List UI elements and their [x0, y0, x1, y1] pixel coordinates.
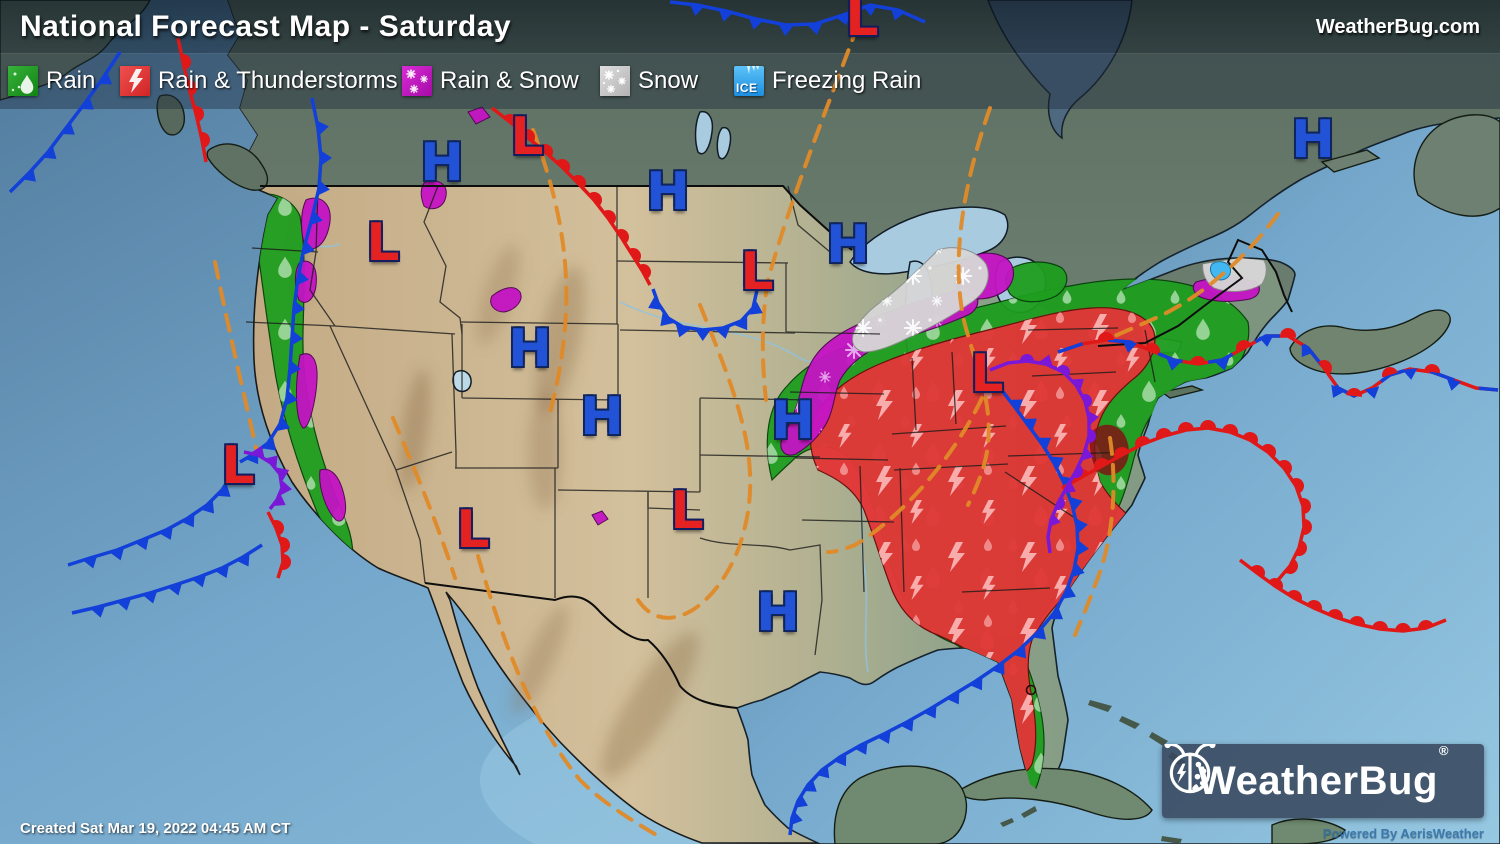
page-title: National Forecast Map - Saturday — [20, 10, 512, 43]
thunderstorm-icon — [120, 66, 150, 96]
rain-snow-icon — [402, 66, 432, 96]
ladybug-icon — [1164, 744, 1216, 794]
logo-text: WeatherBug® — [1198, 742, 1449, 803]
legend-label: Freezing Rain — [772, 67, 922, 94]
site-link[interactable]: WeatherBug.com — [1315, 16, 1480, 38]
legend-item-rain-snow: Rain & Snow — [402, 64, 579, 98]
legend-label: Rain — [46, 67, 96, 94]
ice-badge: ICE — [736, 81, 758, 95]
freezing-rain-icon: ICE — [734, 66, 764, 96]
legend-item-freezing-rain: ICE Freezing Rain — [734, 64, 921, 98]
legend-label: Rain & Thunderstorms — [158, 67, 398, 94]
weatherbug-logo[interactable]: WeatherBug® — [1162, 742, 1484, 818]
rain-icon — [8, 66, 38, 96]
created-timestamp: Created Sat Mar 19, 2022 04:45 AM CT — [20, 820, 291, 837]
legend-item-snow: Snow — [600, 64, 698, 98]
legend-item-rain: Rain — [8, 64, 95, 98]
snow-icon — [600, 66, 630, 96]
legend-label: Rain & Snow — [440, 67, 579, 94]
legend-item-rain-thunderstorms: Rain & Thunderstorms — [120, 64, 398, 98]
legend-label: Snow — [638, 67, 699, 94]
powered-by: Powered By AerisWeather — [1322, 826, 1484, 841]
